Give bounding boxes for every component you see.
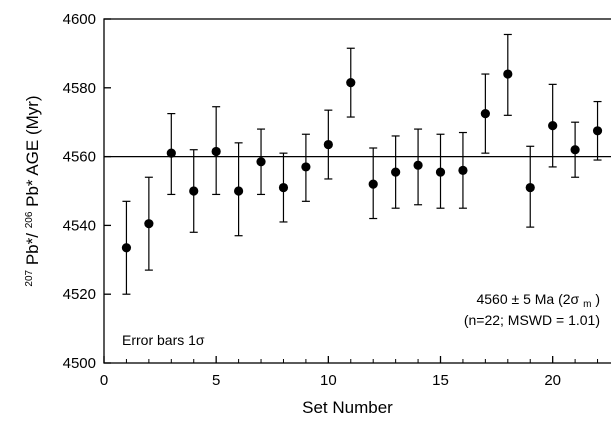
- y-axis-title-part1: Pb*/: [23, 233, 42, 265]
- data-point: [548, 121, 558, 131]
- data-point: [121, 243, 132, 253]
- data-point: [323, 139, 333, 150]
- data-point: [144, 219, 154, 229]
- plot-area: [103, 18, 611, 364]
- error-bar-note: Error bars 1σ: [122, 332, 205, 348]
- y-axis-title: 207 Pb*/ 206 Pb* AGE (Myr): [17, 95, 42, 286]
- data-point: [234, 186, 244, 196]
- data-point: [301, 162, 311, 172]
- plot-frame: [103, 18, 611, 364]
- y-axis-title-part2: Pb* AGE (Myr): [23, 95, 42, 206]
- x-tick-label: 10: [320, 372, 337, 389]
- data-points: [121, 69, 603, 253]
- data-point: [166, 148, 176, 158]
- data-point: [435, 167, 446, 177]
- x-tick-label: 0: [100, 372, 108, 389]
- data-point: [525, 182, 535, 193]
- y-tick-label: 4600: [63, 11, 96, 28]
- y-tick-label: 4560: [63, 149, 96, 166]
- result-annotation-line1-sub: m: [583, 299, 591, 310]
- result-annotation-line2: (n=22; MSWD = 1.01): [464, 312, 600, 328]
- data-point: [211, 146, 221, 157]
- x-axis-title: Set Number: [302, 398, 393, 417]
- data-point: [391, 167, 401, 177]
- y-tick-label: 4540: [63, 217, 96, 234]
- data-point: [278, 182, 289, 193]
- data-point: [346, 78, 356, 88]
- y-tick-label: 4520: [63, 286, 96, 303]
- data-point: [570, 145, 580, 155]
- x-axis-ticks: 0 5 10 15 20: [100, 356, 599, 389]
- y-axis-title-sup1: 207: [24, 269, 35, 286]
- y-tick-label: 4500: [63, 355, 96, 372]
- data-point: [592, 126, 603, 136]
- data-point: [413, 160, 423, 170]
- data-point: [256, 157, 266, 167]
- data-point: [503, 69, 513, 79]
- error-bars: [122, 33, 602, 295]
- data-point: [368, 179, 378, 189]
- result-annotation-line1-main: 4560 ± 5 Ma (2σ: [476, 291, 579, 307]
- data-point: [458, 165, 468, 175]
- y-axis-ticks: 4500 4520 4540 4560 4580 4600: [63, 11, 111, 372]
- result-annotation-line1: 4560 ± 5 Ma (2σ m ): [476, 291, 600, 310]
- y-axis-title-sup2: 206: [24, 211, 35, 228]
- data-point: [480, 109, 490, 119]
- x-tick-label: 15: [432, 372, 449, 389]
- x-tick-label: 5: [212, 372, 220, 389]
- x-tick-label: 20: [544, 372, 561, 389]
- data-point: [189, 186, 199, 196]
- y-tick-label: 4580: [63, 80, 96, 97]
- result-annotation-line1-end: ): [595, 291, 600, 307]
